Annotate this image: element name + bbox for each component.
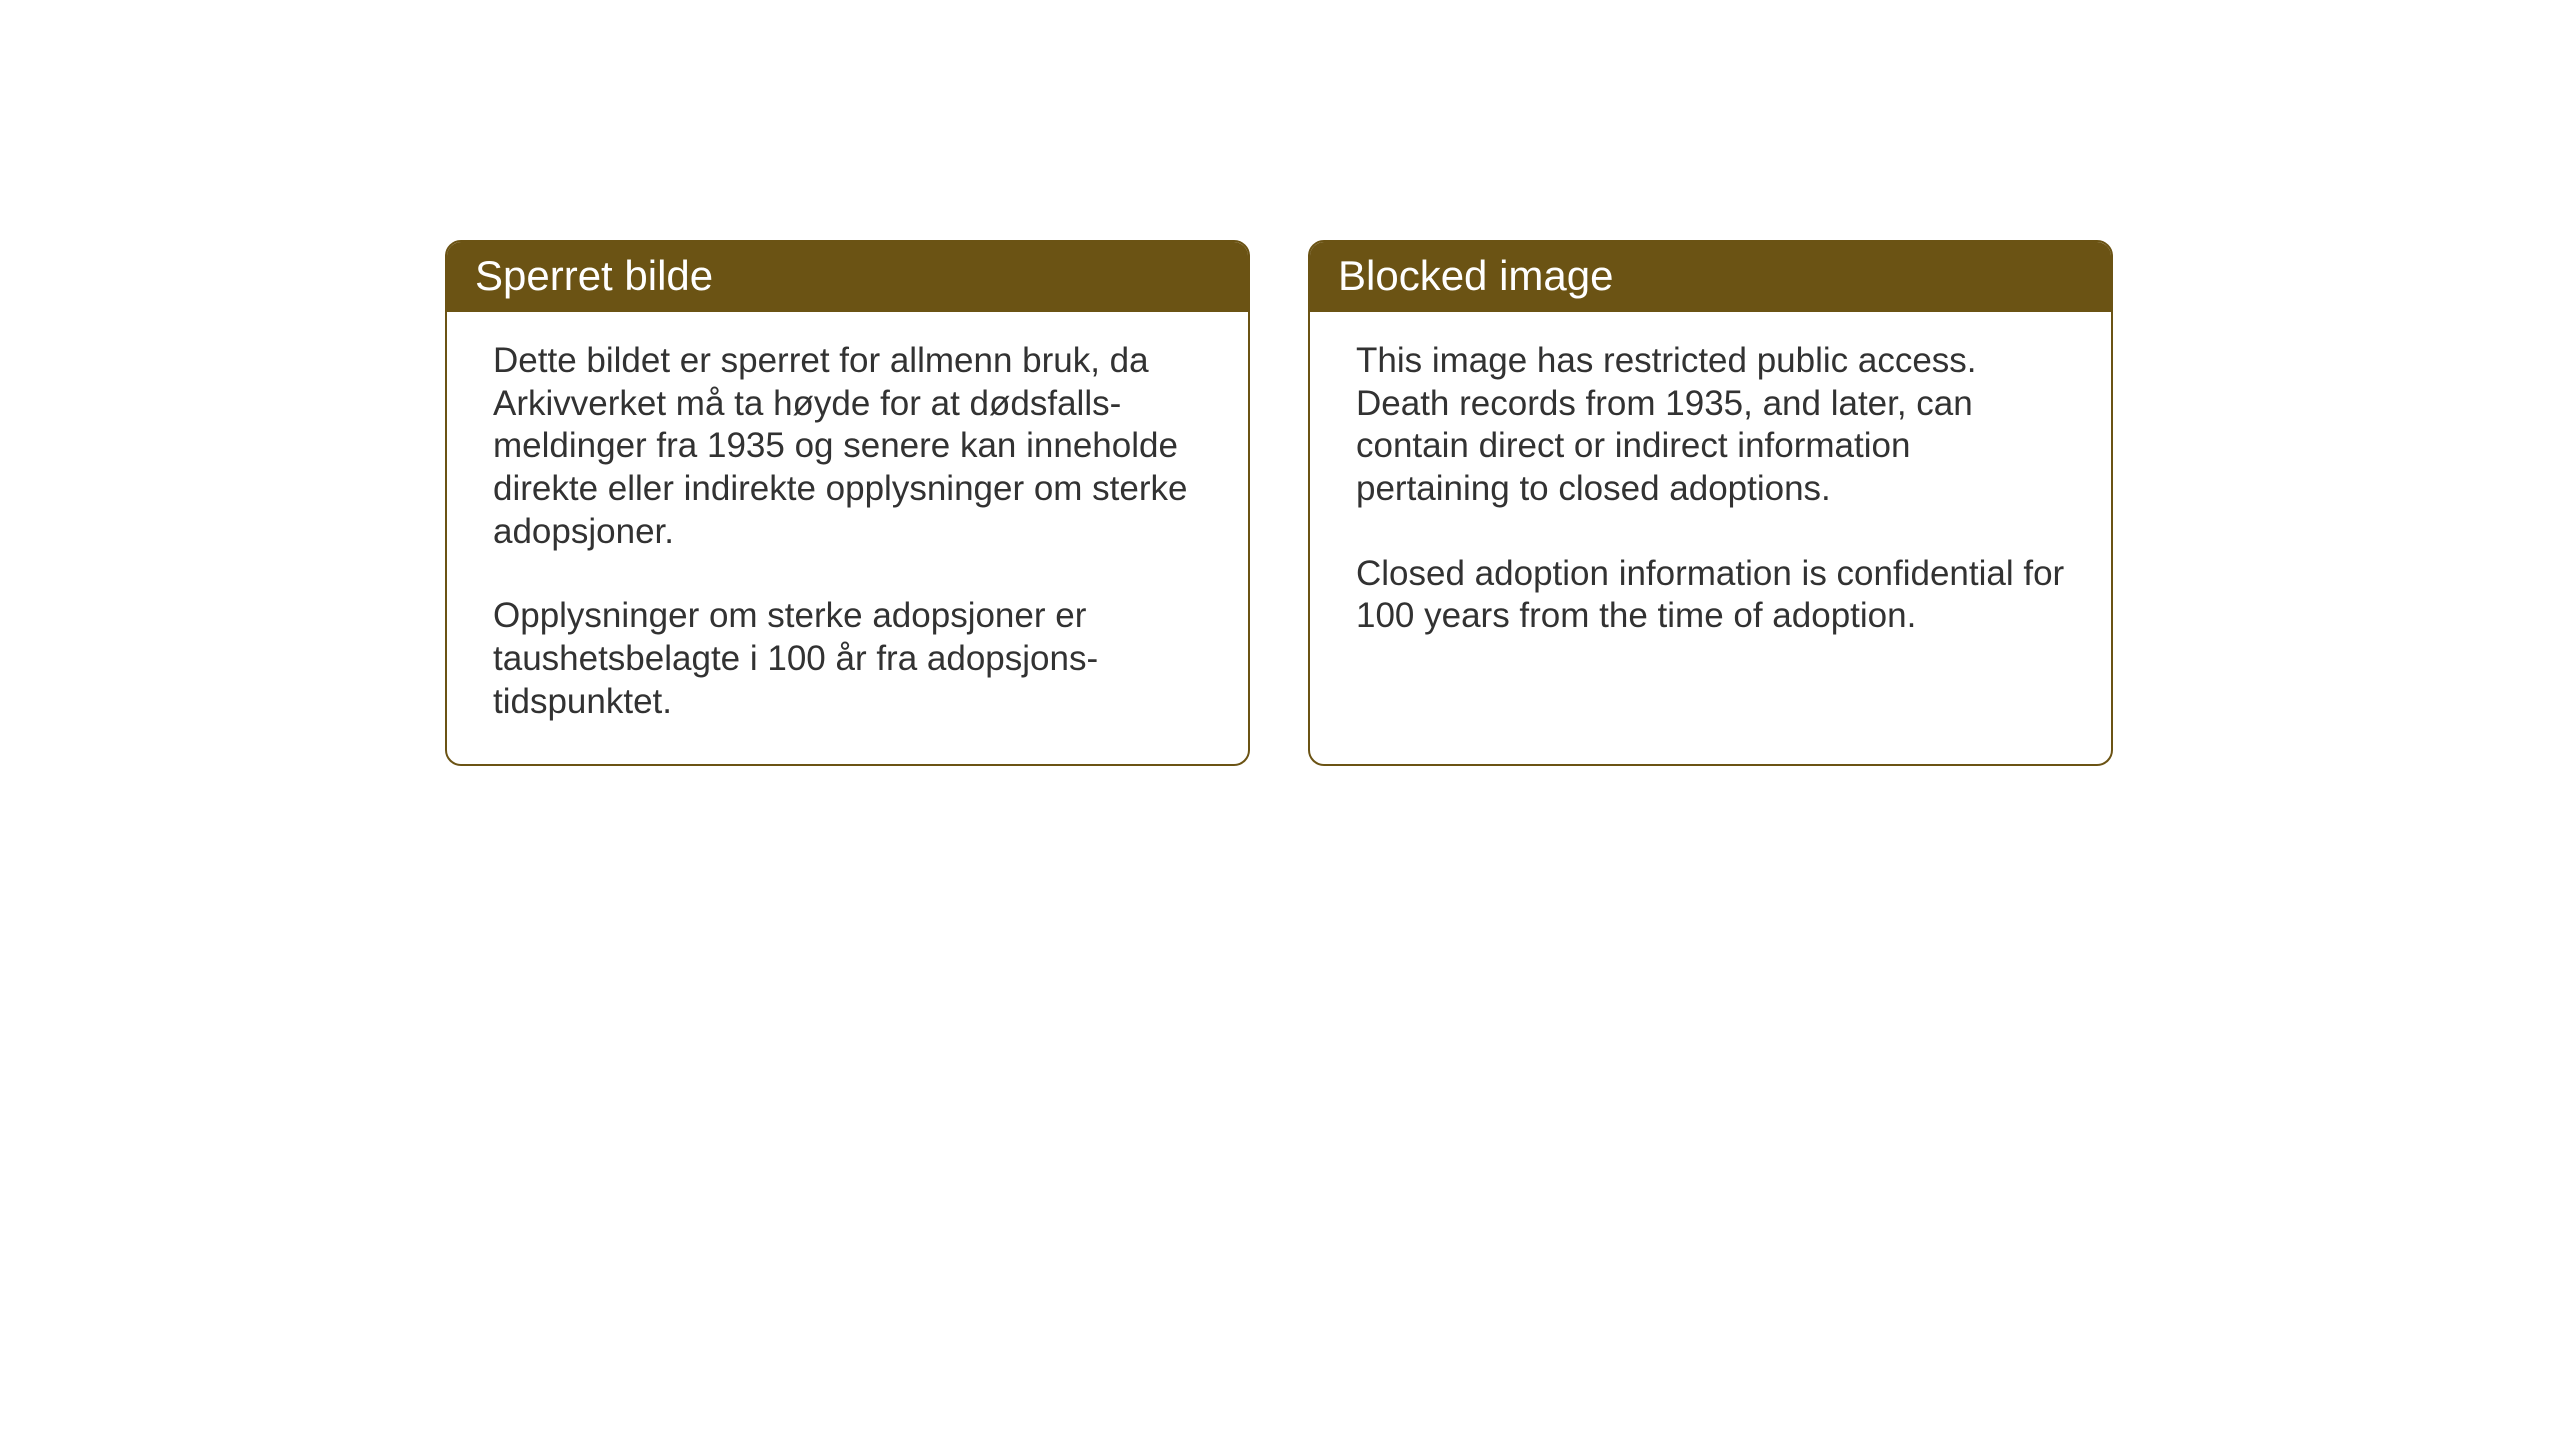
notice-container: Sperret bilde Dette bildet er sperret fo… (445, 240, 2113, 766)
card-english: Blocked image This image has restricted … (1308, 240, 2113, 766)
card-title: Blocked image (1338, 252, 1613, 299)
card-paragraph: Opplysninger om sterke adopsjoner er tau… (493, 595, 1202, 723)
card-paragraph: This image has restricted public access.… (1356, 340, 2065, 511)
card-header: Sperret bilde (447, 242, 1248, 312)
card-body: Dette bildet er sperret for allmenn bruk… (447, 312, 1248, 764)
card-norwegian: Sperret bilde Dette bildet er sperret fo… (445, 240, 1250, 766)
card-paragraph: Closed adoption information is confident… (1356, 553, 2065, 638)
card-paragraph: Dette bildet er sperret for allmenn bruk… (493, 340, 1202, 553)
card-body: This image has restricted public access.… (1310, 312, 2111, 678)
card-title: Sperret bilde (475, 252, 713, 299)
card-header: Blocked image (1310, 242, 2111, 312)
